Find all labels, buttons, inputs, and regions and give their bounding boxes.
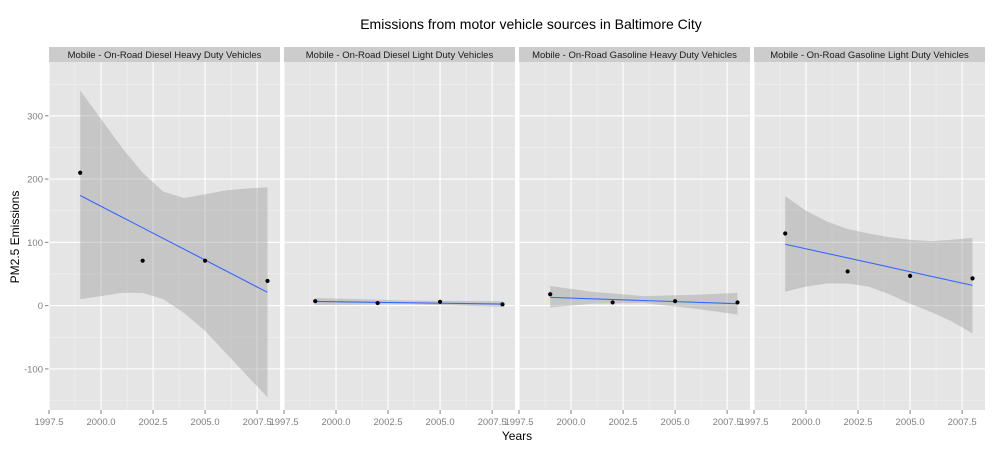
- regression-line: [550, 296, 738, 305]
- panel-background: [754, 62, 985, 410]
- x-tick-label: 2005.0: [191, 417, 220, 428]
- x-tick-label: 1997.5: [34, 417, 63, 428]
- x-tick-label: 1997.5: [739, 417, 768, 428]
- facet-strip-label: Mobile - On-Road Gasoline Heavy Duty Veh…: [532, 50, 737, 61]
- data-point: [313, 299, 318, 304]
- data-point: [845, 269, 850, 274]
- y-tick-label: -100: [24, 364, 43, 375]
- data-point: [78, 170, 83, 175]
- x-tick-label: 2005.0: [896, 417, 925, 428]
- data-point: [907, 273, 913, 278]
- x-tick-label: 2000.0: [86, 417, 115, 428]
- x-tick-label: 2007.5: [478, 417, 507, 428]
- facet-panel: Mobile - On-Road Gasoline Light Duty Veh…: [739, 47, 985, 428]
- panel-background: [49, 62, 280, 410]
- panel-background: [519, 62, 750, 410]
- data-point: [548, 292, 553, 297]
- panel-background: [284, 62, 515, 410]
- chart-title: Emissions from motor vehicle sources in …: [360, 16, 702, 32]
- data-point: [437, 299, 443, 304]
- x-tick-label: 1997.5: [504, 417, 533, 428]
- x-tick-label: 2002.5: [374, 417, 403, 428]
- facet-panel: Mobile - On-Road Diesel Heavy Duty Vehic…: [34, 47, 280, 428]
- y-tick-label: 200: [27, 175, 43, 186]
- data-point: [783, 231, 788, 236]
- x-tick-label: 2007.5: [243, 417, 272, 428]
- facet-panel: Mobile - On-Road Gasoline Heavy Duty Veh…: [504, 47, 750, 428]
- data-point: [500, 302, 505, 307]
- facet-strip-label: Mobile - On-Road Diesel Light Duty Vehic…: [306, 50, 494, 61]
- data-point: [202, 258, 208, 263]
- facet-strip: [519, 47, 750, 62]
- x-tick-label: 2007.5: [713, 417, 742, 428]
- x-tick-label: 2002.5: [844, 417, 873, 428]
- data-point: [610, 300, 615, 305]
- regression-line: [315, 300, 503, 305]
- regression-line: [79, 195, 268, 293]
- x-axis-title: Years: [502, 429, 532, 443]
- y-axis-title: PM2.5 Emissions: [8, 191, 22, 284]
- facet-strip: [284, 47, 515, 62]
- x-tick-label: 2005.0: [426, 417, 455, 428]
- data-point: [375, 300, 380, 306]
- facet-strip: [49, 47, 280, 62]
- y-tick-label: 0: [38, 301, 43, 312]
- facet-strip: [754, 47, 985, 62]
- x-tick-label: 2000.0: [321, 417, 350, 428]
- x-tick-label: 1997.5: [269, 417, 298, 428]
- data-point: [265, 278, 270, 284]
- facet-strip-label: Mobile - On-Road Diesel Heavy Duty Vehic…: [68, 50, 262, 61]
- x-tick-label: 2002.5: [609, 417, 638, 428]
- x-tick-label: 2002.5: [139, 417, 168, 428]
- y-tick-label: 100: [27, 238, 43, 249]
- regression-line: [785, 243, 973, 286]
- x-tick-label: 2007.5: [948, 417, 977, 428]
- data-point: [735, 300, 740, 305]
- facet-panel: Mobile - On-Road Diesel Light Duty Vehic…: [269, 47, 515, 428]
- facet-strip-label: Mobile - On-Road Gasoline Light Duty Veh…: [770, 50, 969, 61]
- x-tick-label: 2000.0: [556, 417, 585, 428]
- data-point: [140, 258, 145, 263]
- x-tick-label: 2000.0: [791, 417, 820, 428]
- x-tick-label: 2005.0: [661, 417, 690, 428]
- data-point: [672, 299, 678, 304]
- data-point: [970, 276, 975, 281]
- facet-panels: -100 0 100 200 300 Mobile - On-Road Diesel He…: [24, 47, 985, 428]
- y-tick-label: 300: [27, 111, 43, 122]
